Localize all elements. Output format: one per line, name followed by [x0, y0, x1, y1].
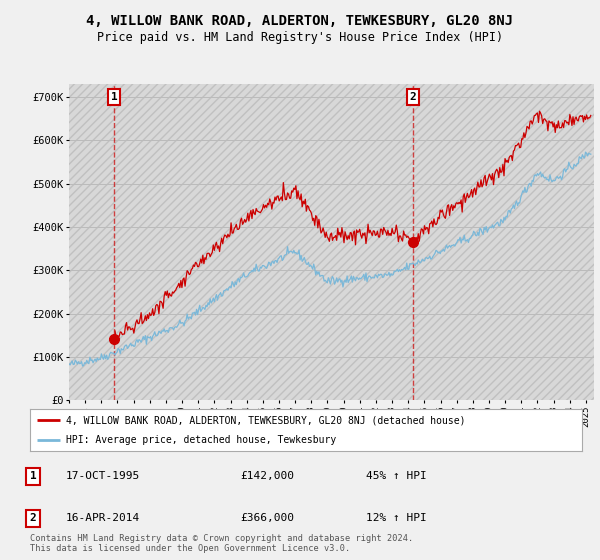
Text: 45% ↑ HPI: 45% ↑ HPI: [366, 472, 427, 481]
Text: 2: 2: [29, 514, 37, 523]
Text: £366,000: £366,000: [240, 514, 294, 523]
Text: HPI: Average price, detached house, Tewkesbury: HPI: Average price, detached house, Tewk…: [66, 435, 336, 445]
Text: 1: 1: [29, 472, 37, 481]
Text: 4, WILLOW BANK ROAD, ALDERTON, TEWKESBURY, GL20 8NJ: 4, WILLOW BANK ROAD, ALDERTON, TEWKESBUR…: [86, 14, 514, 28]
Text: 12% ↑ HPI: 12% ↑ HPI: [366, 514, 427, 523]
Text: £142,000: £142,000: [240, 472, 294, 481]
Text: 1: 1: [110, 92, 118, 102]
Text: 2: 2: [410, 92, 416, 102]
Text: Contains HM Land Registry data © Crown copyright and database right 2024.
This d: Contains HM Land Registry data © Crown c…: [30, 534, 413, 553]
Text: 16-APR-2014: 16-APR-2014: [66, 514, 140, 523]
Text: 4, WILLOW BANK ROAD, ALDERTON, TEWKESBURY, GL20 8NJ (detached house): 4, WILLOW BANK ROAD, ALDERTON, TEWKESBUR…: [66, 415, 466, 425]
Text: Price paid vs. HM Land Registry's House Price Index (HPI): Price paid vs. HM Land Registry's House …: [97, 31, 503, 44]
Text: 17-OCT-1995: 17-OCT-1995: [66, 472, 140, 481]
